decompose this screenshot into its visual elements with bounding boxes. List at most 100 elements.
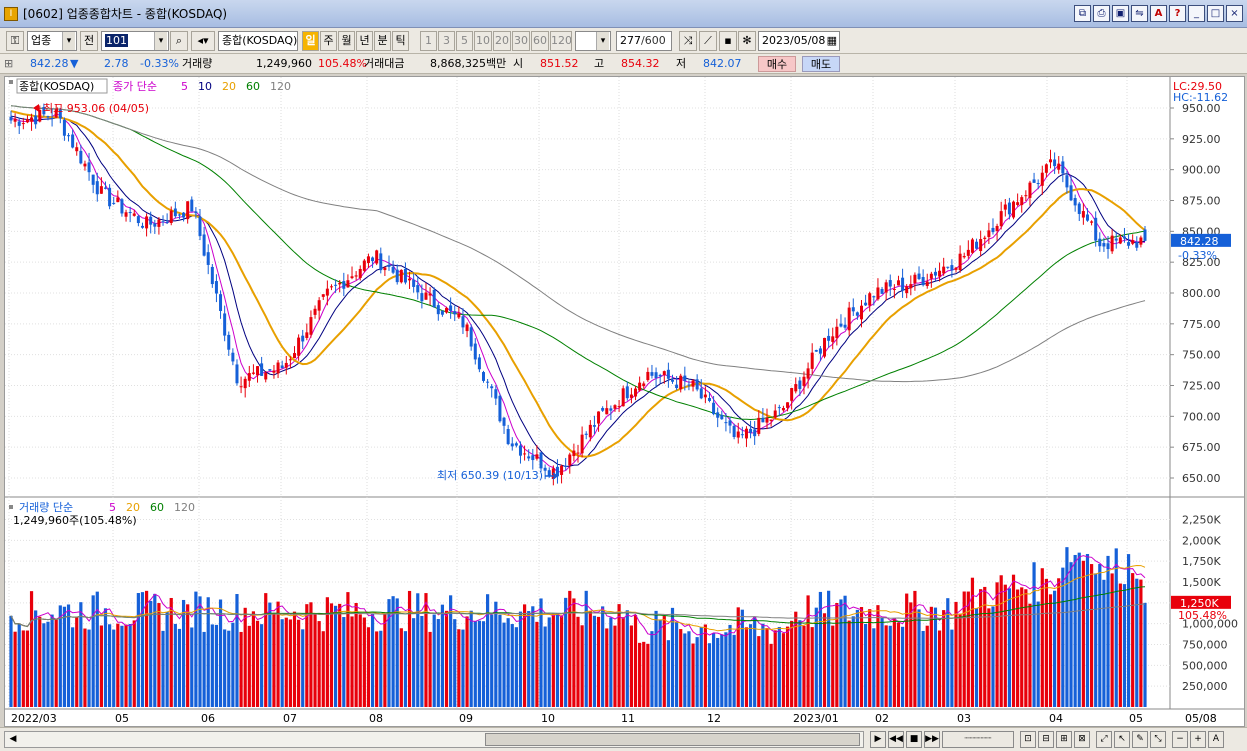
font-size-icon[interactable]: A (1208, 731, 1224, 748)
view3-icon[interactable]: ⊞ (1056, 731, 1072, 748)
period-tab[interactable]: 틱 (392, 31, 409, 51)
period-tab[interactable]: 년 (356, 31, 373, 51)
buy-button[interactable]: 매수 (758, 56, 796, 72)
candle-body (638, 382, 642, 391)
candle-body (486, 381, 490, 383)
candle-body (876, 287, 880, 300)
index-name-field: 종합(KOSDAQ) (218, 31, 298, 51)
view1-icon[interactable]: ⊡ (1020, 731, 1036, 748)
save-screen-icon[interactable]: ▣ (1112, 5, 1129, 22)
view4-icon[interactable]: ⊠ (1074, 731, 1090, 748)
volume-bar (227, 630, 231, 707)
volume-bar (843, 595, 847, 707)
scrollbar-thumb[interactable] (485, 733, 860, 746)
volume-bar (317, 621, 321, 707)
pan-icon[interactable]: ↖ (1114, 731, 1130, 748)
candle-body (457, 313, 461, 318)
minute-tab[interactable]: 1 (420, 31, 437, 51)
search-icon[interactable]: ⌕ (170, 31, 188, 51)
trend-icon[interactable]: ⟋ (699, 31, 717, 51)
volume-bar (1016, 589, 1020, 707)
close-button[interactable]: × (1226, 5, 1243, 22)
candle-body (617, 406, 621, 408)
minute-tab[interactable]: 60 (531, 31, 549, 51)
date-field[interactable]: 2023/05/08 ▦ (758, 31, 840, 51)
view2-icon[interactable]: ⊟ (1038, 731, 1054, 748)
tool-icon[interactable]: ⇋ (1131, 5, 1148, 22)
period-tab[interactable]: 분 (374, 31, 391, 51)
high-label: 고 (594, 57, 605, 70)
minute-tab[interactable]: 10 (474, 31, 492, 51)
minimize-button[interactable]: _ (1188, 5, 1205, 22)
horizontal-scrollbar[interactable]: ◀ (4, 731, 864, 748)
minute-tab[interactable]: 3 (438, 31, 455, 51)
count-field[interactable]: 277/600 (616, 31, 672, 51)
code-input[interactable]: 101 (101, 31, 169, 51)
candle-body (506, 429, 510, 445)
candle-body (1036, 183, 1040, 185)
zoom-in-icon[interactable]: + (1190, 731, 1206, 748)
sell-button[interactable]: 매도 (802, 56, 840, 72)
candle-body (687, 384, 691, 386)
scroll-left-icon[interactable]: ◀ (9, 734, 17, 744)
candle-body (498, 395, 502, 422)
rewind-icon[interactable]: ◀◀ (888, 731, 904, 748)
volume-bar (416, 593, 420, 707)
candle-body (128, 212, 132, 214)
calendar-icon[interactable]: ▦ (826, 34, 837, 47)
candle-body (1143, 229, 1147, 241)
market-select[interactable]: 업종 (27, 31, 77, 51)
y-tick-label: 700.00 (1182, 410, 1221, 423)
candle-body (395, 269, 399, 283)
settings-icon[interactable]: ✻ (738, 31, 756, 51)
volume-bar (1057, 578, 1061, 707)
volume-bar (1073, 554, 1077, 707)
link-icon[interactable]: ⧉ (1074, 5, 1091, 22)
help-icon[interactable]: ? (1169, 5, 1186, 22)
print-icon[interactable]: ⎙ (1093, 5, 1110, 22)
minute-tab[interactable]: 20 (493, 31, 511, 51)
speaker-icon[interactable]: ◂▾ (191, 31, 215, 51)
zoom-out-icon[interactable]: − (1172, 731, 1188, 748)
candle-body (87, 162, 91, 173)
candle-body (194, 211, 198, 214)
candle-body (909, 284, 913, 289)
candle-body (301, 335, 305, 342)
candle-body (157, 219, 161, 227)
lock-icon[interactable]: ⚿ (6, 31, 24, 51)
volume-bar (596, 616, 601, 707)
period-tab[interactable]: 일 (302, 31, 319, 51)
candle-body (206, 252, 210, 265)
prev-button[interactable]: 전 (80, 31, 98, 51)
volume-bar (264, 593, 268, 707)
volume-bar (399, 628, 403, 707)
play-icon[interactable]: ▶ (870, 731, 886, 748)
minute-custom-select[interactable] (575, 31, 611, 51)
period-tab[interactable]: 월 (338, 31, 355, 51)
expand-icon[interactable]: ⊞ (4, 57, 14, 70)
chart-tool-icon[interactable]: ⤨ (679, 31, 697, 51)
volume-bar (510, 624, 514, 707)
chart-svg[interactable]: 2022/03 05 06 07 08 09 10 11 12 2023/01 02 03 04 05 05… (5, 77, 1244, 726)
minute-tab[interactable]: 5 (456, 31, 473, 51)
candle-body (54, 109, 58, 118)
x-tick-label: 08 (369, 712, 383, 725)
forward-icon[interactable]: ▶▶ (924, 731, 940, 748)
crosshair-icon[interactable]: ⤢ (1096, 731, 1112, 748)
font-icon[interactable]: A (1150, 5, 1167, 22)
draw-icon[interactable]: ✎ (1132, 731, 1148, 748)
period-tab[interactable]: 주 (320, 31, 337, 51)
disk-icon[interactable]: ▪ (719, 31, 737, 51)
zoom-slider[interactable]: ┈┈┈┈┈ (942, 731, 1014, 748)
minute-tab[interactable]: 30 (512, 31, 530, 51)
chart-area[interactable]: 2022/03 05 06 07 08 09 10 11 12 2023/01 02 03 04 05 05… (4, 76, 1245, 727)
stop-icon[interactable]: ■ (906, 731, 922, 748)
volume-bar (835, 602, 839, 707)
cursor-icon[interactable]: ⤡ (1150, 731, 1166, 748)
candle-body (1102, 243, 1106, 247)
maximize-button[interactable]: □ (1207, 5, 1224, 22)
volume-bar (785, 626, 790, 707)
volume-bar (412, 618, 416, 707)
candle-body (921, 277, 925, 286)
minute-tab[interactable]: 120 (550, 31, 572, 51)
